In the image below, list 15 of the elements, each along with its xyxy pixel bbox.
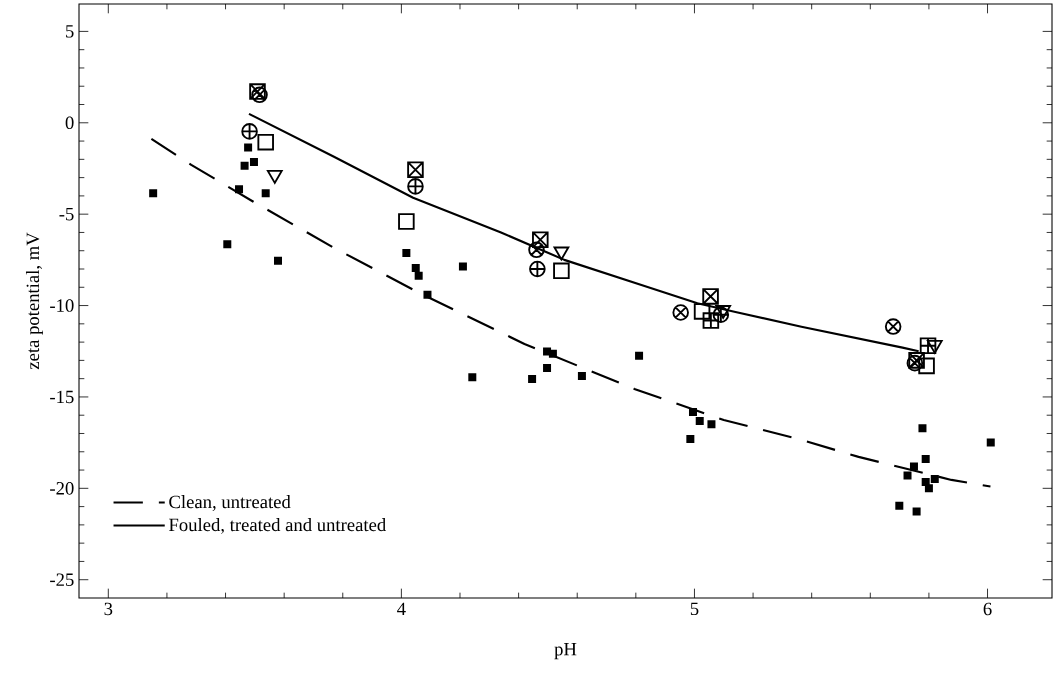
y-tick-label: -10 (50, 299, 74, 312)
x-tick-label: 6 (983, 602, 992, 616)
x-axis-title: pH (554, 643, 577, 660)
legend-label: Fouled, treated and untreated (169, 518, 386, 534)
y-tick-label: -25 (50, 573, 74, 586)
y-tick-label: 5 (66, 25, 74, 38)
x-tick-label: 3 (104, 602, 113, 616)
y-axis-title: zeta potential, mV (25, 232, 43, 370)
y-tick-label: -15 (50, 390, 74, 404)
legend-label: Clean, untreated (169, 495, 291, 511)
x-tick-label: 5 (690, 602, 699, 616)
y-tick-label: 0 (65, 116, 74, 130)
x-tick-label: 4 (397, 602, 406, 615)
y-tick-label: -5 (59, 207, 74, 221)
y-tick-label: -20 (50, 482, 74, 495)
